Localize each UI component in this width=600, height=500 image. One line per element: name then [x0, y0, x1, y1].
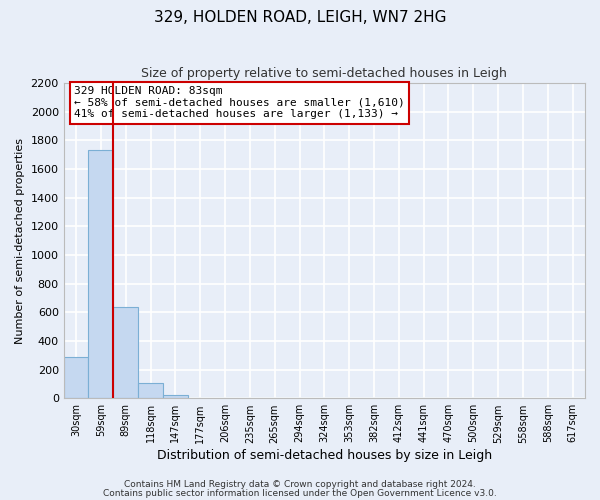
X-axis label: Distribution of semi-detached houses by size in Leigh: Distribution of semi-detached houses by …: [157, 450, 492, 462]
Text: 329, HOLDEN ROAD, LEIGH, WN7 2HG: 329, HOLDEN ROAD, LEIGH, WN7 2HG: [154, 10, 446, 25]
Text: Contains public sector information licensed under the Open Government Licence v3: Contains public sector information licen…: [103, 488, 497, 498]
Text: 329 HOLDEN ROAD: 83sqm
← 58% of semi-detached houses are smaller (1,610)
41% of : 329 HOLDEN ROAD: 83sqm ← 58% of semi-det…: [74, 86, 405, 120]
Bar: [113, 306, 138, 398]
Bar: [64, 357, 88, 399]
Bar: [88, 150, 113, 398]
Text: Contains HM Land Registry data © Crown copyright and database right 2024.: Contains HM Land Registry data © Crown c…: [124, 480, 476, 489]
Bar: [163, 396, 188, 398]
Y-axis label: Number of semi-detached properties: Number of semi-detached properties: [15, 138, 25, 344]
Bar: [138, 382, 163, 398]
Title: Size of property relative to semi-detached houses in Leigh: Size of property relative to semi-detach…: [142, 68, 507, 80]
